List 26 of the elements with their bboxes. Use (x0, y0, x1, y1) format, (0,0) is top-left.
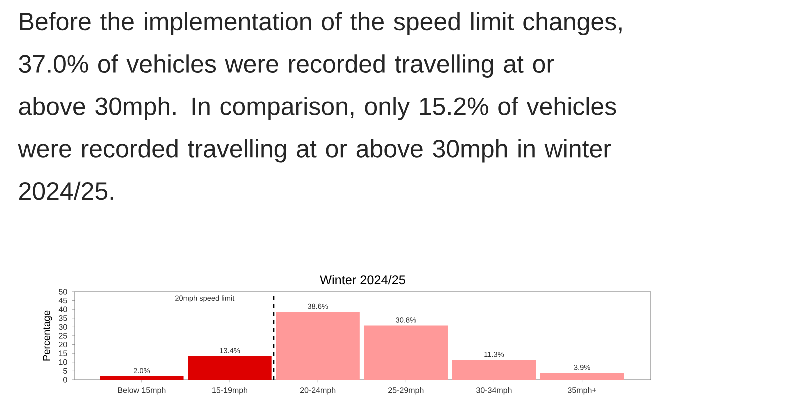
y-tick-label: 40 (58, 306, 68, 312)
x-tick-label: 30-34mph (476, 387, 512, 395)
bar (540, 373, 624, 380)
text: Before the implementation of the speed limit changes, 37.0% of vehicles were recorded travelling at or above 30mph. In comparison, only 15.2% of vehicles were recorded travelling at or above 30mph in winter 2024/25. (18, 12, 622, 200)
x-tick-label: 20-24mph (300, 387, 336, 395)
y-tick-label: 50 (59, 289, 68, 295)
bar (364, 326, 448, 380)
chart-title: Winter 2024/25 (320, 275, 406, 285)
x-tick-label: Below 15mph (118, 387, 166, 395)
y-tick-label: 10 (59, 360, 68, 366)
y-tick-label: 15 (59, 350, 68, 356)
bar (276, 312, 360, 380)
y-tick-label: 0 (63, 377, 68, 383)
y-tick-label: 25 (59, 333, 68, 339)
x-tick-label: 15-19mph (212, 387, 248, 395)
y-tick-label: 5 (63, 368, 68, 374)
y-tick-label: 35 (59, 316, 68, 322)
bar (100, 376, 184, 380)
y-tick-label: 45 (58, 298, 68, 304)
x-tick-label: 25-29mph (388, 387, 424, 395)
bar (188, 356, 272, 380)
y-axis-title: Percentage (43, 310, 52, 361)
y-tick-label: 30 (59, 324, 68, 330)
y-tick-label: 20 (59, 342, 68, 348)
bar (452, 360, 536, 380)
x-tick-label: 35mph+ (568, 387, 596, 395)
